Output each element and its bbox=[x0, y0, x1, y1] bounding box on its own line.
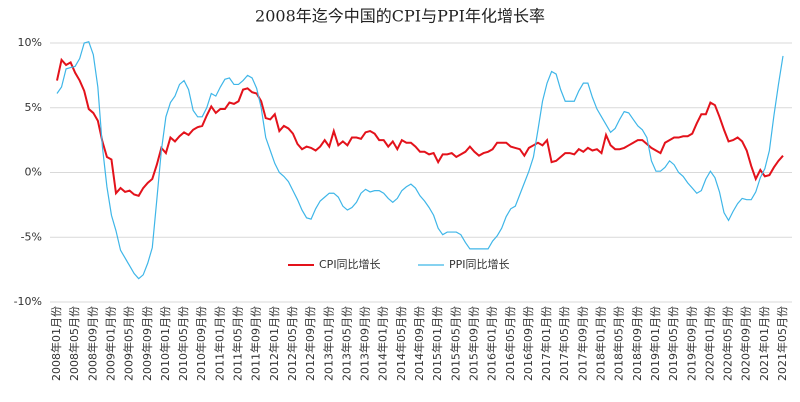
x-tick-label: 2021年05月份 bbox=[775, 306, 789, 381]
x-tick-label: 2016年05月份 bbox=[503, 306, 517, 381]
x-tick-label: 2008年09月份 bbox=[85, 306, 99, 381]
x-tick-label: 2009年05月份 bbox=[122, 306, 136, 381]
x-tick-label: 2017年01月份 bbox=[539, 306, 553, 381]
legend-label: CPI同比增长 bbox=[319, 257, 381, 271]
x-tick-label: 2009年09月份 bbox=[140, 306, 154, 381]
x-tick-label: 2015年05月份 bbox=[448, 306, 462, 381]
x-tick-label: 2014年05月份 bbox=[394, 306, 408, 381]
legend-label: PPI同比增长 bbox=[449, 257, 510, 271]
y-tick-label: 0% bbox=[25, 166, 42, 179]
x-tick-label: 2016年09月份 bbox=[521, 306, 535, 381]
x-tick-label: 2013年05月份 bbox=[339, 306, 353, 381]
x-tick-label: 2014年09月份 bbox=[412, 306, 426, 381]
x-tick-label: 2020年09月份 bbox=[739, 306, 753, 381]
x-tick-label: 2013年01月份 bbox=[321, 306, 335, 381]
x-tick-label: 2015年01月份 bbox=[430, 306, 444, 381]
x-tick-label: 2012年09月份 bbox=[303, 306, 317, 381]
x-tick-label: 2010年09月份 bbox=[194, 306, 208, 381]
y-tick-label: -5% bbox=[21, 230, 42, 243]
x-tick-label: 2019年01月份 bbox=[648, 306, 662, 381]
x-tick-label: 2010年01月份 bbox=[158, 306, 172, 381]
x-tick-label: 2015年09月份 bbox=[466, 306, 480, 381]
chart-title: 2008年迄今中国的CPI与PPI年化增长率 bbox=[255, 7, 545, 26]
x-tick-label: 2019年09月份 bbox=[684, 306, 698, 381]
y-tick-label: 5% bbox=[25, 101, 42, 114]
x-tick-label: 2008年05月份 bbox=[67, 306, 81, 381]
x-tick-label: 2020年01月份 bbox=[702, 306, 716, 381]
series-line bbox=[56, 40, 784, 280]
x-tick-label: 2008年01月份 bbox=[49, 306, 63, 381]
x-tick-label: 2018年05月份 bbox=[612, 306, 626, 381]
x-tick-label: 2014年01月份 bbox=[376, 306, 390, 381]
x-tick-label: 2009年01月份 bbox=[103, 306, 117, 381]
x-tick-label: 2017年05月份 bbox=[557, 306, 571, 381]
series-line bbox=[56, 57, 784, 197]
x-tick-label: 2013年09月份 bbox=[358, 306, 372, 381]
x-tick-label: 2011年09月份 bbox=[249, 306, 263, 381]
x-tick-label: 2018年01月份 bbox=[594, 306, 608, 381]
x-tick-label: 2019年05月份 bbox=[666, 306, 680, 381]
y-tick-label: -10% bbox=[14, 295, 42, 308]
x-tick-label: 2012年01月份 bbox=[267, 306, 281, 381]
x-tick-label: 2012年05月份 bbox=[285, 306, 299, 381]
x-tick-label: 2021年01月份 bbox=[757, 306, 771, 381]
x-tick-label: 2011年05月份 bbox=[231, 306, 245, 381]
x-tick-label: 2010年05月份 bbox=[176, 306, 190, 381]
x-tick-label: 2017年09月份 bbox=[575, 306, 589, 381]
x-tick-label: 2016年01月份 bbox=[485, 306, 499, 381]
x-tick-label: 2011年01月份 bbox=[212, 306, 226, 381]
x-tick-label: 2018年09月份 bbox=[630, 306, 644, 381]
y-tick-label: 10% bbox=[18, 36, 42, 49]
x-tick-label: 2020年05月份 bbox=[721, 306, 735, 381]
